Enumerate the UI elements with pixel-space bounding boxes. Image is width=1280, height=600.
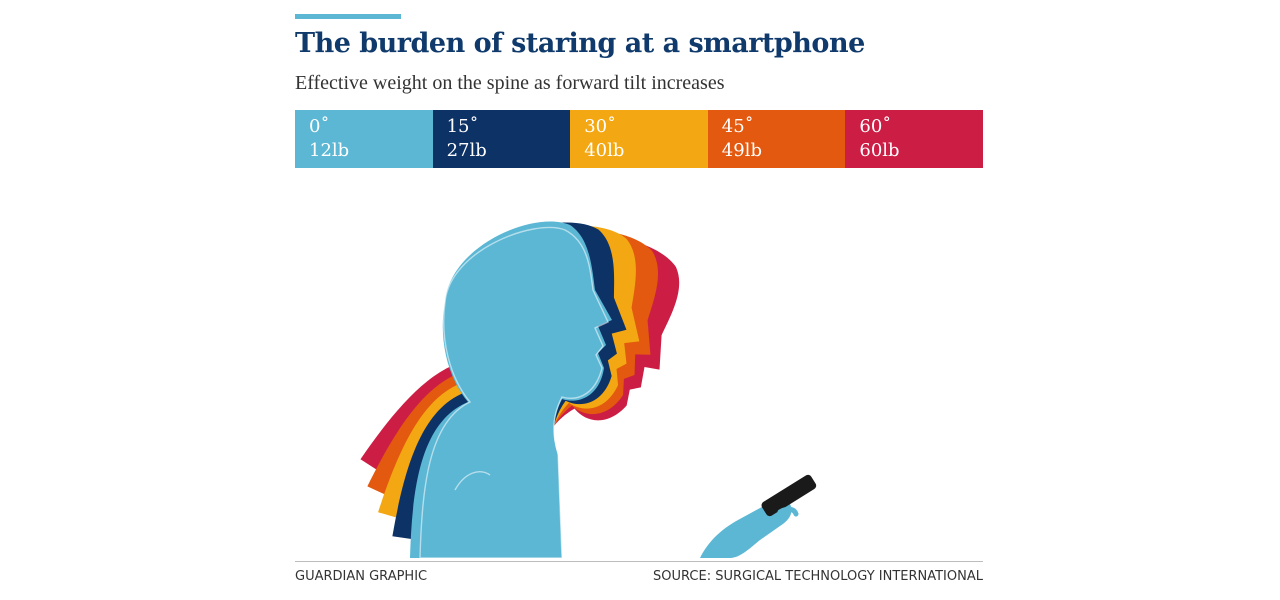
spine-weight-label: 40lb bbox=[584, 140, 625, 161]
tilt-angle-label: 60˚ bbox=[859, 116, 892, 137]
tilt-angle-label: 30˚ bbox=[584, 116, 617, 137]
legend-cell: 15˚ 27lb bbox=[432, 110, 571, 168]
chart-subtitle: Effective weight on the spine as forward… bbox=[295, 72, 725, 94]
spine-weight-label: 27lb bbox=[446, 140, 487, 161]
head-tilt-silhouette-icon bbox=[360, 221, 817, 558]
head-silhouette-0 bbox=[410, 221, 612, 558]
head-tilt-illustration bbox=[290, 190, 990, 558]
tilt-weight-legend: 0˚ 12lb 15˚ 27lb 30˚ 40lb 45˚ 49lb 60˚ 60lb bbox=[295, 110, 983, 168]
title-accent-rule bbox=[295, 14, 401, 19]
footer-rule bbox=[295, 561, 983, 562]
legend-cell: 30˚ 40lb bbox=[570, 110, 708, 168]
tilt-angle-label: 0˚ bbox=[309, 116, 330, 137]
legend-cell: 60˚ 60lb bbox=[845, 110, 983, 168]
collar-line bbox=[454, 471, 491, 491]
tilt-angle-label: 15˚ bbox=[446, 116, 479, 137]
graphic-credit: GUARDIAN GRAPHIC bbox=[295, 569, 428, 584]
head-outline bbox=[419, 226, 609, 558]
legend-cell: 0˚ 12lb bbox=[295, 110, 433, 168]
spine-weight-label: 60lb bbox=[859, 140, 900, 161]
chart-title: The burden of staring at a smartphone bbox=[295, 28, 865, 59]
spine-weight-label: 49lb bbox=[721, 140, 762, 161]
source-note: SOURCE: SURGICAL TECHNOLOGY INTERNATIONA… bbox=[653, 569, 983, 584]
smartphone-icon bbox=[761, 474, 817, 517]
spine-weight-label: 12lb bbox=[309, 140, 350, 161]
thumb-shape bbox=[777, 506, 799, 517]
legend-cell: 45˚ 49lb bbox=[707, 110, 846, 168]
tilt-angle-label: 45˚ bbox=[721, 116, 754, 137]
